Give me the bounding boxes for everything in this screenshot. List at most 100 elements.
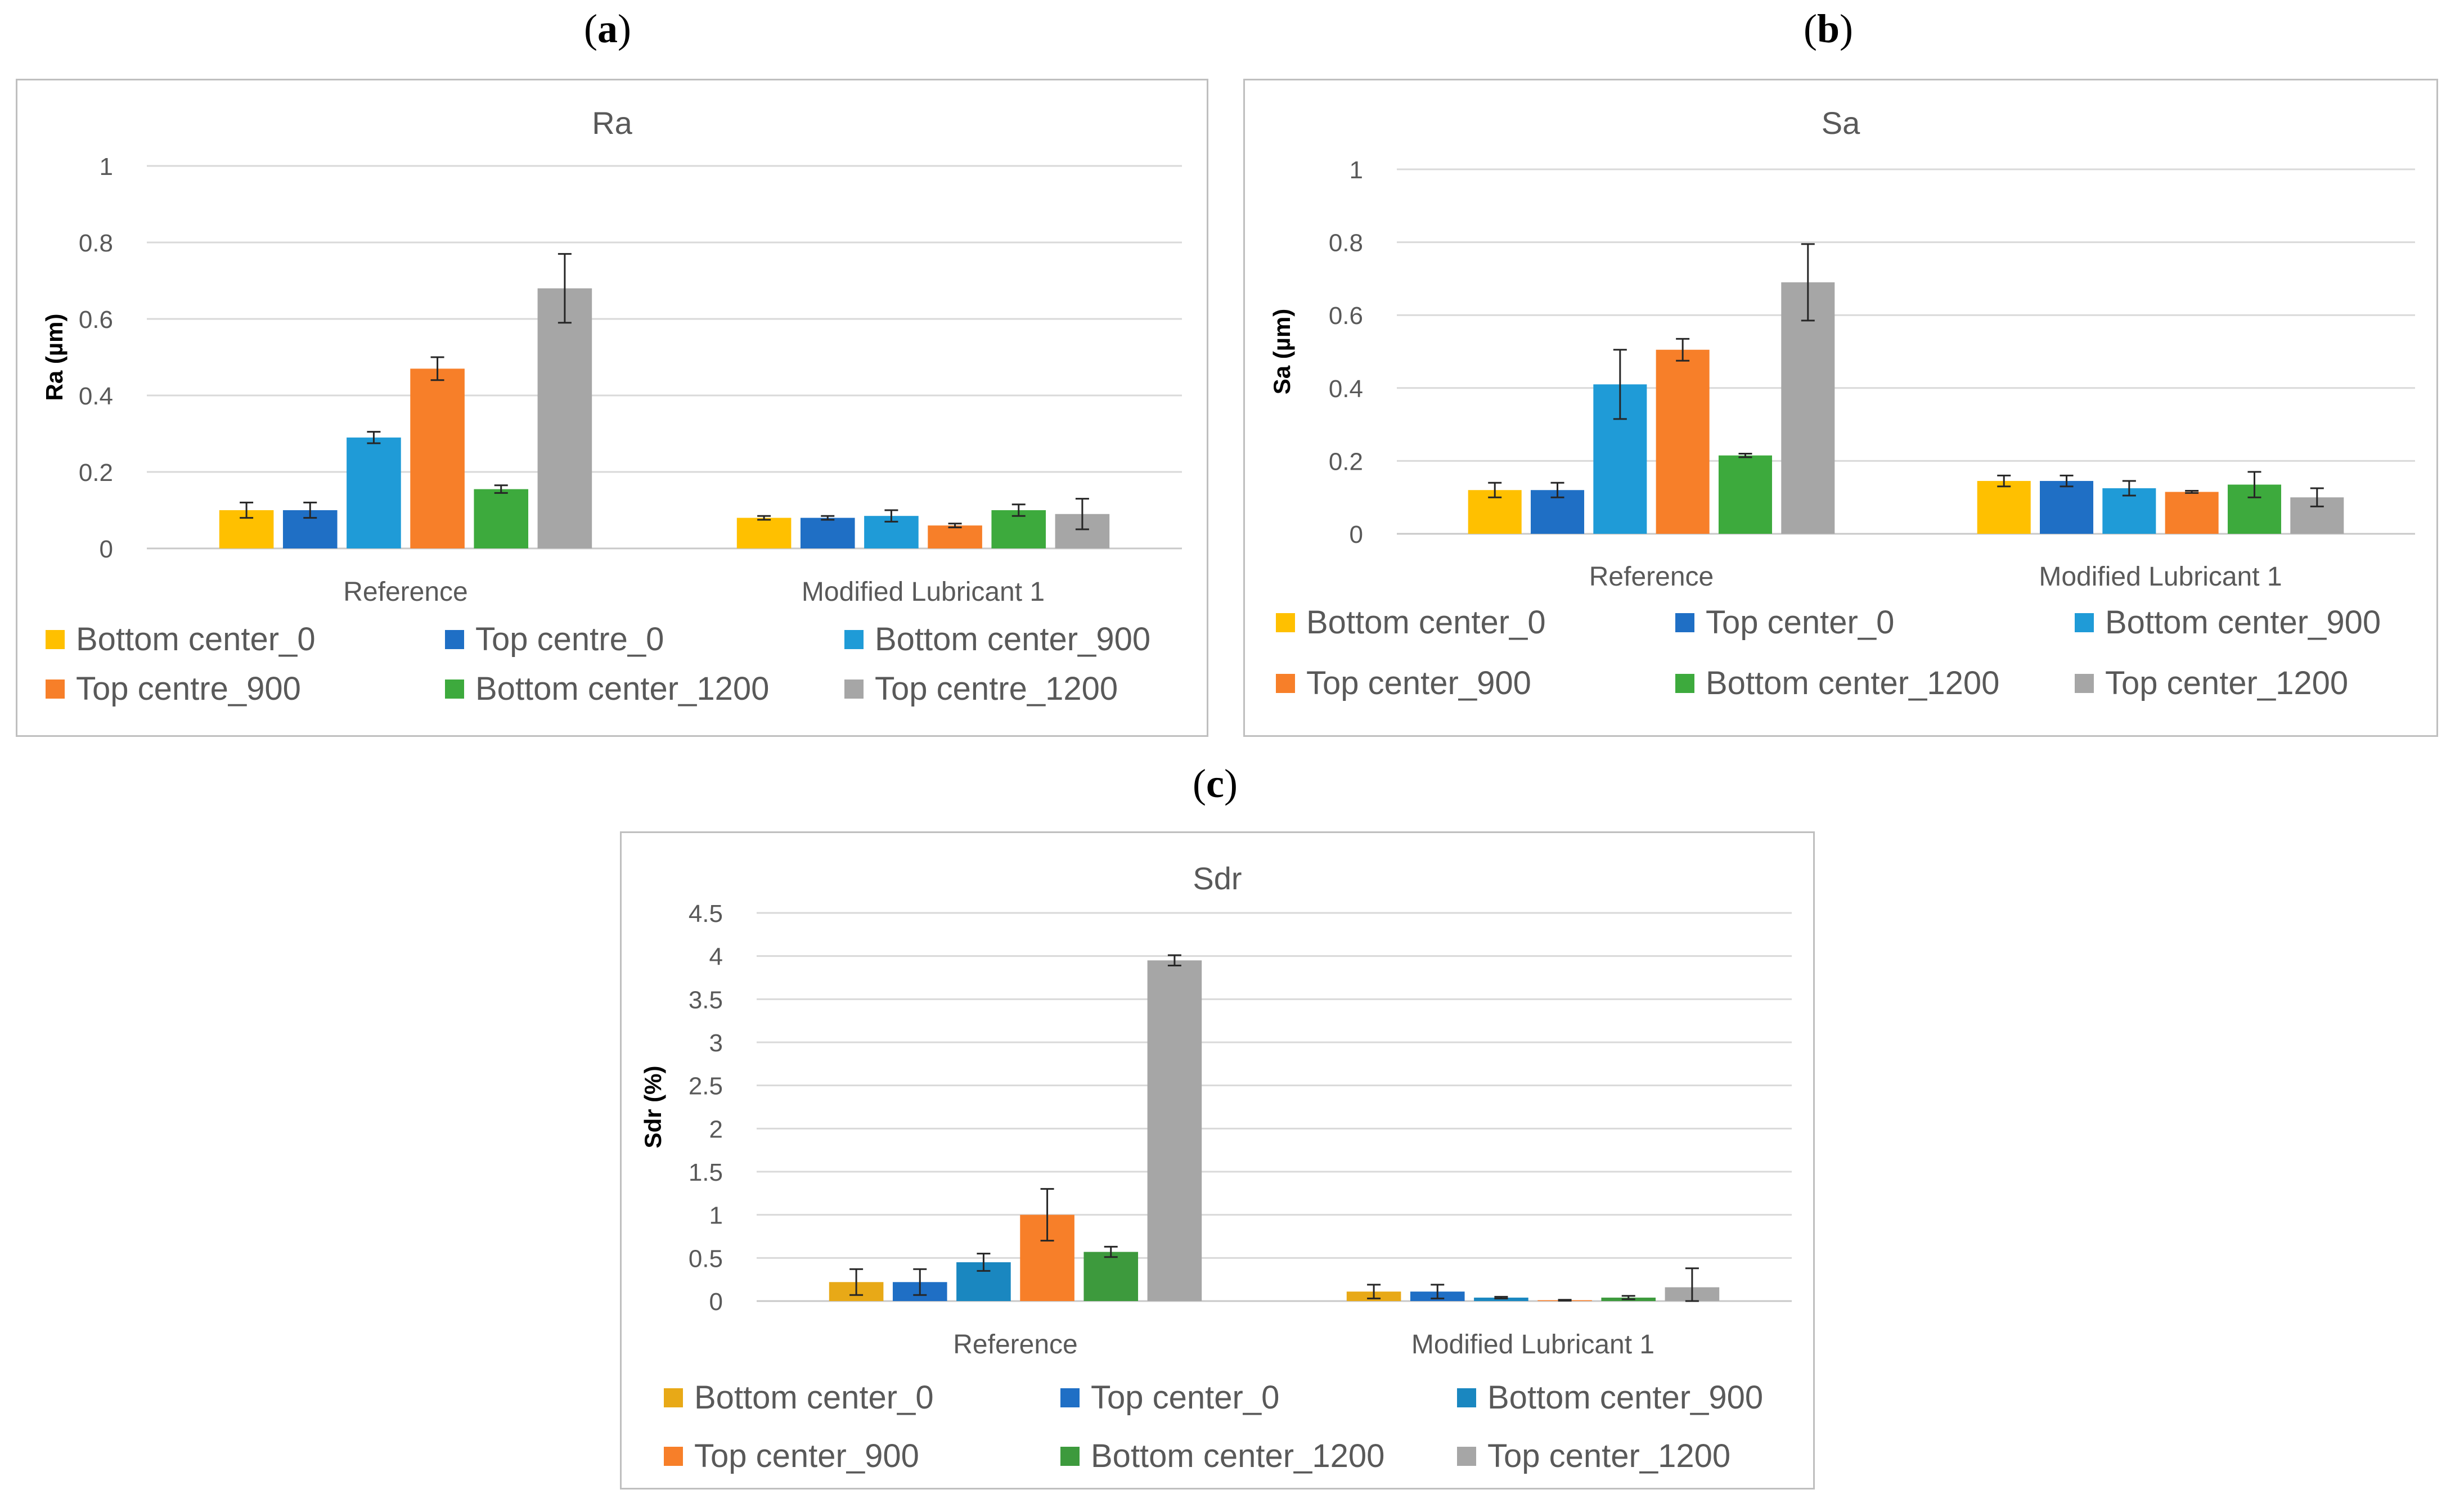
y-tick-label: 3.5 <box>689 986 723 1014</box>
error-bar <box>2122 480 2136 497</box>
x-category-label: Modified Lubricant 1 <box>802 577 1045 607</box>
error-bar <box>240 501 254 519</box>
error-bar <box>2310 487 2324 507</box>
bar <box>2040 481 2094 534</box>
legend-item: Bottom center_1200 <box>445 670 769 708</box>
legend-item: Bottom center_900 <box>1457 1379 1763 1416</box>
y-tick-label: 3 <box>709 1029 723 1057</box>
legend-swatch <box>1276 613 1295 632</box>
x-category-label: Reference <box>343 577 467 607</box>
legend-swatch <box>1060 1388 1080 1407</box>
legend-label: Bottom center_1200 <box>1706 665 2000 701</box>
legend-item: Top centre_1200 <box>844 670 1118 708</box>
error-bar <box>2247 471 2261 498</box>
y-axis-label: Sdr (%) <box>640 1066 666 1149</box>
legend-label: Bottom center_1200 <box>1091 1438 1385 1474</box>
y-tick-label: 0.6 <box>1329 302 1363 330</box>
legend-item: Top center_0 <box>1675 604 1894 641</box>
legend-swatch <box>1457 1446 1476 1466</box>
legend-label: Bottom center_900 <box>1487 1379 1764 1416</box>
bar <box>800 518 855 548</box>
legend-item: Top center_1200 <box>2075 664 2348 702</box>
bar <box>1474 1297 1528 1301</box>
chart-title: Sdr <box>1193 861 1242 896</box>
error-bar <box>1685 1267 1699 1302</box>
error-bar <box>1431 1284 1445 1299</box>
error-bar <box>757 515 771 521</box>
legend-item: Bottom center_0 <box>664 1379 934 1416</box>
legend-item: Bottom center_900 <box>844 620 1150 658</box>
error-bar <box>1801 243 1815 322</box>
error-bar <box>1550 482 1564 498</box>
legend-item: Top center_900 <box>1276 664 1531 702</box>
error-bar <box>884 509 898 523</box>
error-bar <box>1997 474 2011 488</box>
y-tick-label: 1.5 <box>689 1159 723 1186</box>
y-tick-label: 0.8 <box>1329 230 1363 257</box>
error-bar <box>2185 490 2199 494</box>
error-bar <box>557 253 572 324</box>
error-bar <box>367 431 381 444</box>
y-tick-label: 0.4 <box>79 382 113 410</box>
error-bar <box>1738 452 1752 458</box>
legend-label: Bottom center_1200 <box>475 670 770 707</box>
y-tick-label: 0.5 <box>689 1245 723 1272</box>
error-bar <box>913 1268 927 1296</box>
error-bar <box>977 1253 991 1272</box>
legend-item: Bottom center_0 <box>46 620 316 658</box>
error-bar <box>2060 474 2074 488</box>
x-category-label: Modified Lubricant 1 <box>2039 562 2282 592</box>
legend-swatch <box>1457 1388 1476 1407</box>
bar <box>1083 1252 1139 1301</box>
legend-label: Bottom center_0 <box>694 1379 934 1416</box>
legend-label: Top center_0 <box>1091 1379 1280 1416</box>
chart-svg: Ra 0 0.2 0.4 0.6 0.8 1 Ra (µm) Reference Modified… <box>41 105 1182 607</box>
legend-label: Bottom center_0 <box>1306 604 1546 641</box>
y-tick-label: 0.2 <box>1329 448 1363 475</box>
legend-label: Top center_1200 <box>1487 1438 1731 1474</box>
legend-item: Bottom center_1200 <box>1675 664 1999 702</box>
y-tick-label: 0.2 <box>79 459 113 487</box>
y-tick-label: 4 <box>709 943 723 971</box>
legend-item: Top centre_900 <box>46 670 301 708</box>
error-bar <box>1011 503 1026 517</box>
error-bar <box>1621 1295 1635 1300</box>
x-category-label: Modified Lubricant 1 <box>1411 1330 1654 1360</box>
chart-sdr: Sdr 0 0.5 1 1.5 2 2.5 3 3.5 4 4.5 Sdr (%) Reference M… <box>620 831 1815 1490</box>
legend-swatch <box>1675 673 1694 693</box>
error-bar <box>1075 498 1089 530</box>
error-bar <box>1104 1245 1118 1258</box>
error-bar <box>1494 1295 1508 1299</box>
legend-swatch <box>1675 613 1694 632</box>
legend-swatch <box>2075 613 2094 632</box>
error-bar <box>430 356 444 381</box>
legend-swatch <box>1060 1446 1080 1466</box>
x-category-label: Reference <box>1589 562 1714 592</box>
panel-label-c: (c) <box>1193 761 1238 806</box>
error-bar <box>1040 1188 1054 1242</box>
legend-label: Bottom center_900 <box>875 621 1151 658</box>
legend-item: Bottom center_0 <box>1276 604 1546 641</box>
bar <box>410 368 465 548</box>
chart-title: Sa <box>1822 105 1860 141</box>
y-tick-label: 0 <box>709 1288 723 1316</box>
bar <box>2165 492 2219 534</box>
legend-label: Top centre_0 <box>475 621 664 658</box>
legend-label: Bottom center_0 <box>76 621 316 658</box>
legend-swatch <box>46 679 65 699</box>
error-bar <box>948 523 962 529</box>
panel-label-a: (a) <box>584 6 631 51</box>
error-bar <box>1488 482 1502 498</box>
legend-label: Top center_900 <box>1306 665 1531 701</box>
legend-item: Top center_0 <box>1060 1379 1279 1416</box>
legend-item: Bottom center_900 <box>2075 604 2381 641</box>
legend-swatch <box>46 629 65 649</box>
y-tick-label: 2 <box>709 1115 723 1143</box>
error-bar <box>1676 338 1690 362</box>
legend-label: Top centre_1200 <box>875 670 1118 707</box>
bar <box>1977 481 2031 534</box>
chart-ra: Ra 0 0.2 0.4 0.6 0.8 1 Ra (µm) Reference Modified… <box>16 79 1208 737</box>
error-bar <box>1613 349 1627 420</box>
bar <box>347 437 401 548</box>
x-category-label: Reference <box>953 1330 1077 1360</box>
